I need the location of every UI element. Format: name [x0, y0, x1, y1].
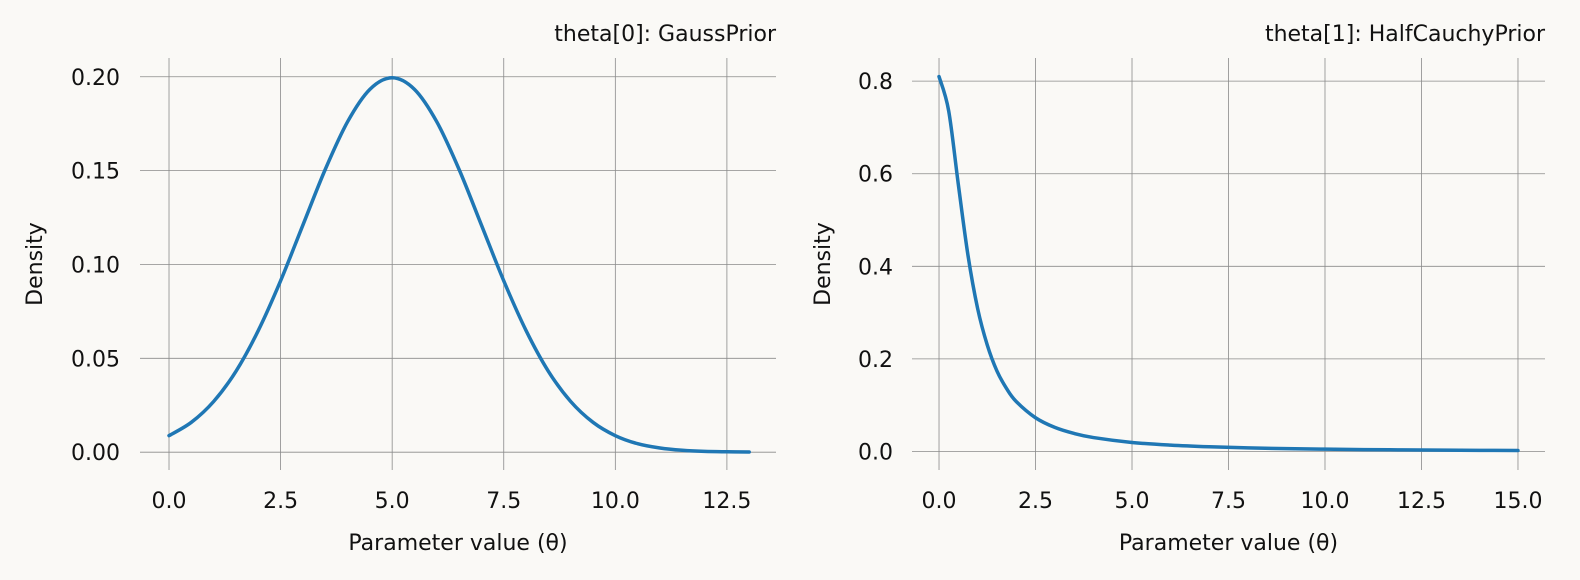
- x-tick-label: 10.0: [591, 489, 640, 514]
- y-tick-label: 0.0: [858, 440, 893, 465]
- y-tick-label: 0.2: [858, 348, 893, 373]
- x-tick-label: 0.0: [152, 489, 187, 514]
- subplot-title: theta[1]: HalfCauchyPrior: [1265, 22, 1546, 47]
- y-tick-label: 0.05: [71, 347, 120, 372]
- density-curve: [167, 75, 751, 454]
- x-tick-label: 0.0: [922, 489, 957, 514]
- x-tick-label: 7.5: [486, 489, 521, 514]
- y-tick-label: 0.10: [71, 253, 120, 278]
- x-tick-label: 2.5: [1018, 489, 1053, 514]
- y-tick-label: 0.00: [71, 441, 120, 466]
- density-curve: [937, 74, 1520, 453]
- y-tick-label: 0.20: [71, 66, 120, 91]
- y-axis-label: Density: [23, 222, 48, 306]
- x-tick-label: 2.5: [263, 489, 298, 514]
- x-tick-label: 15.0: [1493, 489, 1542, 514]
- y-tick-label: 0.8: [858, 70, 893, 95]
- x-tick-label: 7.5: [1211, 489, 1246, 514]
- x-axis-label: Parameter value (θ): [348, 531, 567, 556]
- x-tick-label: 5.0: [1115, 489, 1150, 514]
- x-axis-label: Parameter value (θ): [1119, 531, 1338, 556]
- y-tick-label: 0.15: [71, 160, 120, 185]
- subplot-title: theta[0]: GaussPrior: [554, 22, 777, 47]
- y-axis-label: Density: [811, 222, 836, 306]
- subplot-0: 0.0 2.5 5.0 7.5 10.0 12.5 0.00 0.05 0.10 0.15 0.20…: [23, 22, 777, 556]
- x-tick-label: 12.5: [1397, 489, 1446, 514]
- x-tick-label: 10.0: [1301, 489, 1350, 514]
- x-tick-label: 5.0: [375, 489, 410, 514]
- x-tick-label: 12.5: [702, 489, 751, 514]
- y-tick-label: 0.6: [858, 163, 893, 188]
- y-tick-label: 0.4: [858, 255, 893, 280]
- subplot-1: 0.0 2.5 5.0 7.5 10.0 12.5 15.0 0.0 0.2 0.4 0.6 0.8 t…: [811, 22, 1546, 556]
